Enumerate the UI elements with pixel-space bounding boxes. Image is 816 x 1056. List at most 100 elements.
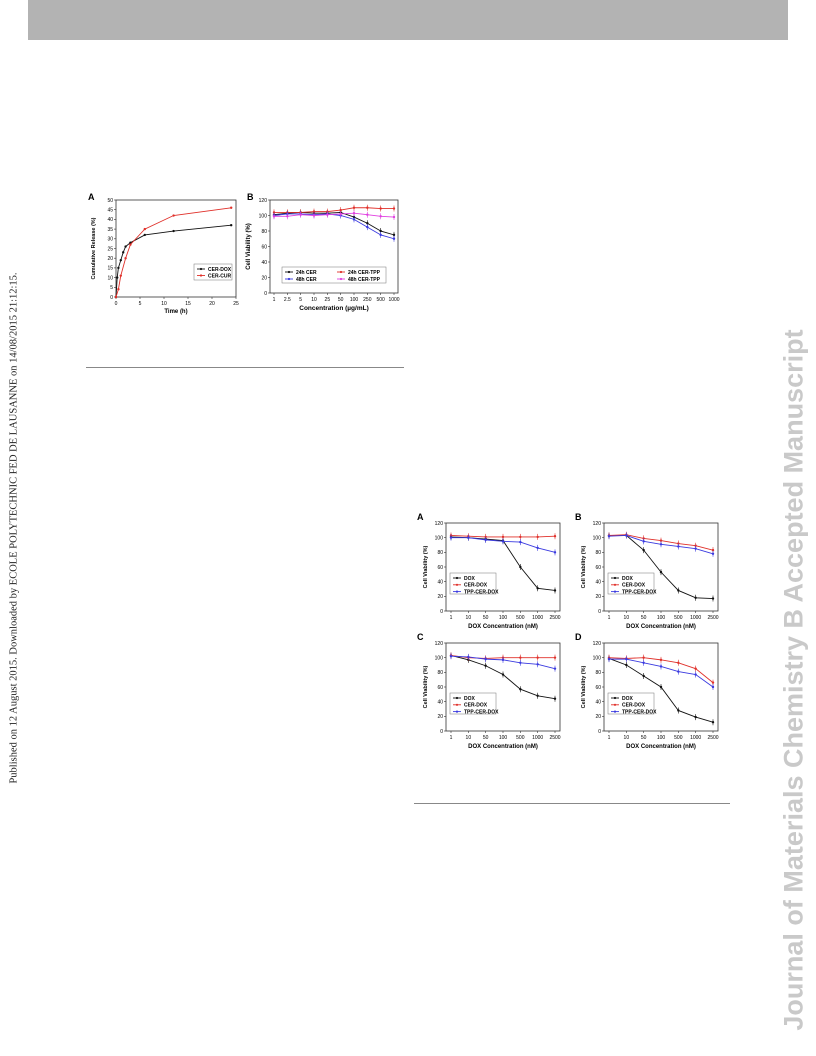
y-axis-label: Cell Viability (%) (423, 665, 429, 708)
data-point (116, 276, 119, 279)
data-point (172, 214, 175, 217)
legend-item: DOX (622, 576, 634, 582)
y-tick-label: 100 (435, 655, 444, 661)
y-tick-label: 30 (107, 237, 113, 243)
published-note: Published on 12 August 2015. Downloaded … (8, 272, 20, 784)
legend-item: CER-DOX (464, 703, 488, 709)
y-tick-label: 0 (440, 609, 443, 615)
data-point (607, 657, 611, 661)
data-point (129, 241, 132, 244)
x-tick-label: 1000 (690, 735, 701, 741)
y-tick-label: 80 (437, 670, 443, 676)
data-point (711, 597, 715, 600)
x-tick-label: 10 (466, 615, 472, 621)
legend-marker (613, 696, 617, 700)
journal-watermark-margin: Journal of Materials Chemistry B Accepte… (772, 0, 816, 1056)
data-point (659, 539, 663, 542)
data-point (366, 222, 369, 225)
x-tick-label: 1 (450, 735, 453, 741)
data-point (625, 534, 628, 537)
y-tick-label: 40 (437, 579, 443, 585)
x-axis-label: DOX Concentration (nM) (468, 624, 538, 630)
y-axis-label: Cell Viability (%) (581, 545, 587, 588)
data-point (129, 243, 132, 246)
data-point (484, 538, 487, 542)
data-point (312, 214, 316, 217)
x-tick-label: 1000 (532, 615, 543, 621)
legend-marker (613, 590, 617, 593)
y-tick-label: 25 (107, 246, 113, 252)
data-point (519, 540, 522, 544)
data-point (642, 540, 645, 543)
series-line (274, 212, 395, 218)
data-point (449, 536, 453, 539)
y-tick-label: 0 (110, 295, 113, 301)
x-tick-label: 500 (516, 735, 525, 741)
y-tick-label: 80 (261, 229, 267, 235)
legend-box (449, 572, 497, 595)
data-point (392, 215, 396, 219)
data-point (677, 545, 680, 548)
y-tick-label: 120 (593, 641, 602, 647)
legend-item: 24h CER-TPP (348, 270, 381, 276)
y-tick-label: 120 (593, 521, 602, 527)
x-axis-label: DOX Concentration (nM) (626, 624, 696, 630)
y-tick-label: 80 (595, 670, 601, 676)
figure2-panel-c: C 0 20 40 60 80 100 120 1 10 50 100 500 1000 2500 DOX C… (417, 632, 561, 750)
data-point (272, 211, 276, 214)
y-tick-label: 40 (437, 699, 443, 705)
data-point (553, 656, 557, 659)
data-point (642, 656, 645, 659)
data-point (694, 667, 697, 670)
data-point (553, 697, 557, 700)
data-point (659, 658, 663, 662)
y-axis-label: Cell Viability (%) (423, 545, 429, 588)
legend-item: TPP-CER-DOX (622, 589, 657, 595)
y-tick-label: 100 (259, 213, 268, 219)
y-tick-label: 20 (107, 256, 113, 262)
y-tick-label: 120 (259, 198, 268, 204)
x-tick-label: 1000 (532, 735, 543, 741)
x-tick-label: 1 (273, 297, 276, 303)
y-tick-label: 20 (595, 714, 601, 720)
x-axis-label: DOX Concentration (nM) (468, 744, 538, 750)
data-point (352, 218, 356, 221)
series-line (273, 213, 395, 240)
x-tick-label: 5 (139, 301, 142, 307)
x-tick-label: 500 (674, 735, 683, 741)
y-tick-label: 100 (435, 535, 444, 541)
data-point (501, 658, 505, 662)
data-point (286, 215, 289, 218)
data-point (117, 288, 120, 291)
y-tick-label: 20 (437, 714, 443, 720)
x-tick-label: 100 (657, 615, 666, 621)
data-point (642, 661, 645, 664)
data-point (484, 657, 487, 661)
y-tick-label: 20 (595, 594, 601, 600)
data-point (711, 721, 715, 724)
data-point (379, 233, 382, 237)
y-tick-label: 60 (437, 685, 443, 691)
data-point (467, 655, 470, 659)
y-tick-label: 45 (107, 208, 113, 214)
legend-item: TPP-CER-DOX (464, 709, 499, 715)
legend-marker (455, 590, 459, 593)
data-point (117, 266, 120, 270)
legend-item: 24h CER (296, 270, 317, 276)
data-point (352, 206, 356, 209)
legend-item: CER-DOX (622, 583, 646, 589)
data-point (172, 229, 175, 233)
data-point (711, 552, 715, 555)
data-point (312, 210, 316, 213)
legend-marker (455, 696, 459, 700)
series-line (115, 224, 232, 298)
y-tick-label: 40 (595, 579, 601, 585)
data-point (230, 224, 233, 227)
data-point (711, 685, 715, 689)
data-point (519, 661, 522, 664)
legend-marker (455, 576, 459, 580)
y-tick-label: 10 (107, 275, 113, 281)
panel-label: C (417, 632, 424, 642)
data-point (230, 206, 233, 209)
x-tick-label: 25 (233, 301, 239, 307)
